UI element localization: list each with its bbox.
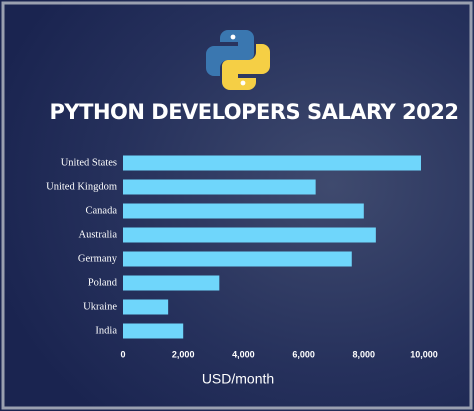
y-tick-label: Poland (88, 277, 118, 288)
y-tick-label: Canada (86, 205, 118, 216)
x-tick-label: 6,000 (292, 349, 315, 359)
x-tick-label: 8,000 (353, 349, 376, 359)
bar (123, 155, 421, 171)
y-tick-label: Germany (78, 253, 118, 264)
bar (123, 203, 364, 219)
y-tick-label: India (95, 325, 117, 336)
chart-title: PYTHON DEVELOPERS SALARY 2022 (50, 100, 459, 124)
bar (123, 251, 352, 267)
y-tick-label: United States (61, 157, 117, 168)
x-tick-label: 2,000 (172, 349, 195, 359)
bar (123, 275, 220, 291)
x-tick-label: 0 (120, 349, 125, 359)
y-tick-label: United Kingdom (46, 181, 117, 192)
bar (123, 227, 376, 243)
x-tick-label: 4,000 (232, 349, 255, 359)
x-tick-label: 10,000 (410, 349, 438, 359)
y-tick-label: Ukraine (83, 301, 117, 312)
bar (123, 179, 316, 195)
y-tick-label: Australia (79, 229, 118, 240)
python-logo (206, 30, 270, 90)
bar (123, 299, 169, 315)
bar (123, 323, 184, 339)
x-axis-label: USD/month (202, 371, 274, 387)
